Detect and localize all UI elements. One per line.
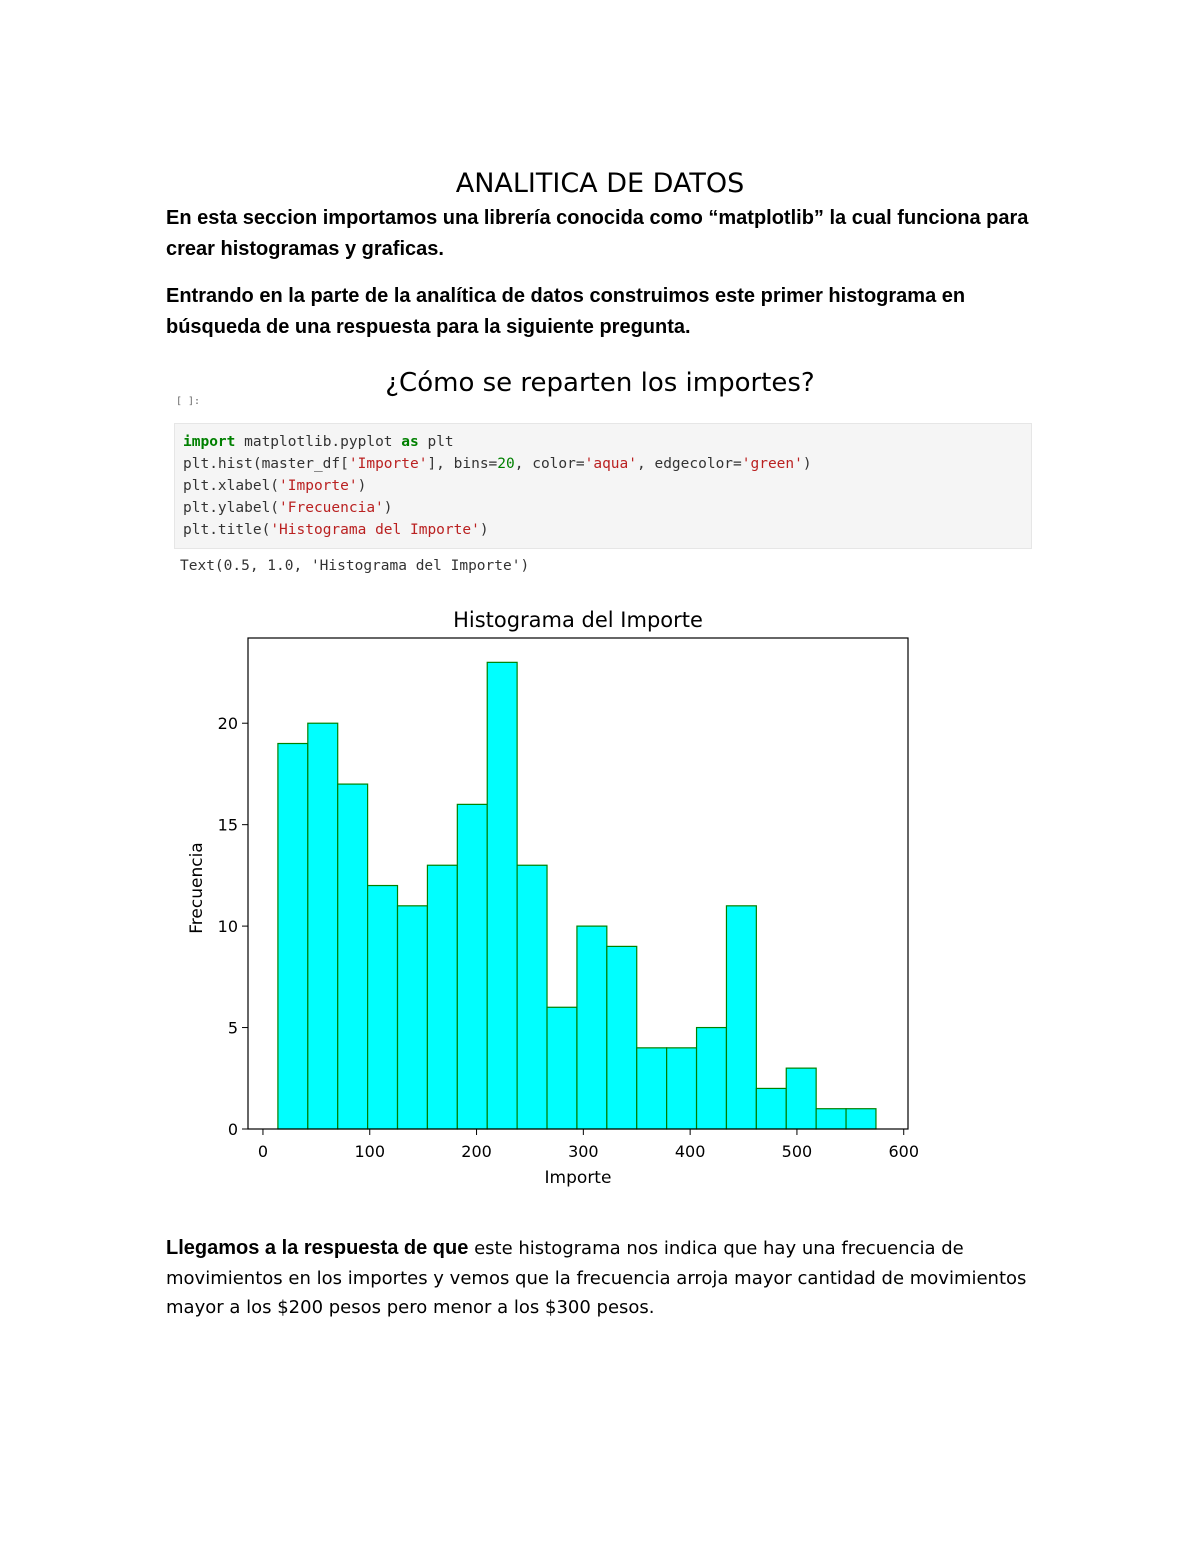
code-text: plt.xlabel( bbox=[183, 478, 280, 494]
histogram-bar bbox=[546, 1006, 578, 1130]
histogram-bar bbox=[307, 722, 339, 1130]
answer-paragraph: Llegamos a la respuesta de que este hist… bbox=[166, 1234, 1046, 1323]
code-line-5: plt.title('Histograma del Importe') bbox=[183, 522, 489, 538]
code-line-1: import matplotlib.pyplot as plt bbox=[183, 434, 454, 450]
code-text: matplotlib.pyplot bbox=[235, 434, 402, 450]
histogram-bar bbox=[845, 1108, 877, 1130]
intro-paragraph: En esta seccion importamos una librería … bbox=[166, 207, 1029, 260]
code-text: plt.title( bbox=[183, 522, 271, 538]
histogram-bar bbox=[367, 884, 399, 1130]
histogram-bar bbox=[456, 803, 488, 1130]
histogram-bar bbox=[785, 1067, 817, 1130]
histogram-bar bbox=[606, 945, 638, 1130]
cell-output: Text(0.5, 1.0, 'Histograma del Importe') bbox=[180, 558, 530, 574]
page-title: ANALITICA DE DATOS bbox=[455, 168, 745, 199]
context-paragraph: Entrando en la parte de la analítica de … bbox=[166, 285, 966, 338]
x-tick-label: 200 bbox=[461, 1142, 492, 1161]
histogram-bar bbox=[695, 1026, 728, 1130]
x-tick-label: 500 bbox=[782, 1142, 813, 1161]
code-text: ], bins= bbox=[427, 456, 498, 472]
x-tick-label: 300 bbox=[568, 1142, 599, 1161]
code-string: 'Importe' bbox=[348, 456, 428, 472]
histogram-bar bbox=[725, 905, 757, 1130]
x-tick-label: 600 bbox=[888, 1142, 919, 1161]
cell-prompt: [ ]: bbox=[176, 396, 201, 407]
histogram-bar bbox=[337, 783, 369, 1130]
histogram-bar bbox=[815, 1108, 847, 1130]
histogram-bar bbox=[755, 1087, 787, 1130]
chart-title: Histograma del Importe bbox=[453, 608, 703, 632]
code-line-2: plt.hist(master_df['Importe'], bins=20, … bbox=[183, 456, 812, 472]
code-string: 'aqua' bbox=[584, 456, 637, 472]
x-tick-label: 100 bbox=[354, 1142, 385, 1161]
y-tick-label: 5 bbox=[228, 1019, 238, 1038]
x-tick-label: 400 bbox=[675, 1142, 706, 1161]
code-text: , color= bbox=[514, 456, 585, 472]
histogram-bar bbox=[576, 925, 608, 1130]
y-axis-label: Frecuencia bbox=[187, 842, 207, 933]
code-text: ) bbox=[383, 500, 393, 516]
code-text: , edgecolor= bbox=[637, 456, 742, 472]
code-text: ) bbox=[802, 456, 812, 472]
answer-body: este histograma nos indica que hay una f… bbox=[166, 1238, 1027, 1318]
question-heading: ¿Cómo se reparten los importes? bbox=[385, 368, 815, 398]
code-keyword: as bbox=[401, 434, 419, 450]
code-line-4: plt.ylabel('Frecuencia') bbox=[183, 500, 393, 516]
y-tick-label: 20 bbox=[218, 714, 238, 733]
code-text: plt.ylabel( bbox=[183, 500, 280, 516]
x-axis-label: Importe bbox=[545, 1168, 612, 1188]
histogram-bar bbox=[426, 864, 458, 1130]
histogram-bar bbox=[636, 1047, 668, 1130]
code-text: ) bbox=[479, 522, 489, 538]
histogram-bar bbox=[666, 1047, 698, 1130]
answer-lead: Llegamos a la respuesta de que bbox=[166, 1237, 469, 1259]
code-string: 'green' bbox=[741, 456, 803, 472]
code-text: plt bbox=[418, 434, 454, 450]
code-number: 20 bbox=[497, 456, 515, 472]
code-text: plt.hist(master_df[ bbox=[183, 456, 349, 472]
code-cell: import matplotlib.pyplot as plt plt.hist… bbox=[174, 423, 1032, 549]
y-tick-label: 10 bbox=[218, 917, 238, 936]
histogram-bar bbox=[516, 864, 548, 1130]
histogram-bar bbox=[396, 905, 429, 1130]
histogram-bar bbox=[486, 661, 518, 1130]
y-tick-label: 0 bbox=[228, 1120, 238, 1139]
histogram-bar bbox=[277, 742, 309, 1130]
x-tick-label: 0 bbox=[258, 1142, 268, 1161]
code-string: 'Histograma del Importe' bbox=[270, 522, 480, 538]
plot-frame bbox=[247, 637, 909, 1130]
code-string: 'Importe' bbox=[279, 478, 358, 494]
code-line-3: plt.xlabel('Importe') bbox=[183, 478, 366, 494]
code-text: ) bbox=[357, 478, 367, 494]
y-tick-label: 15 bbox=[218, 816, 238, 835]
code-string: 'Frecuencia' bbox=[279, 500, 384, 516]
code-keyword: import bbox=[183, 434, 236, 450]
